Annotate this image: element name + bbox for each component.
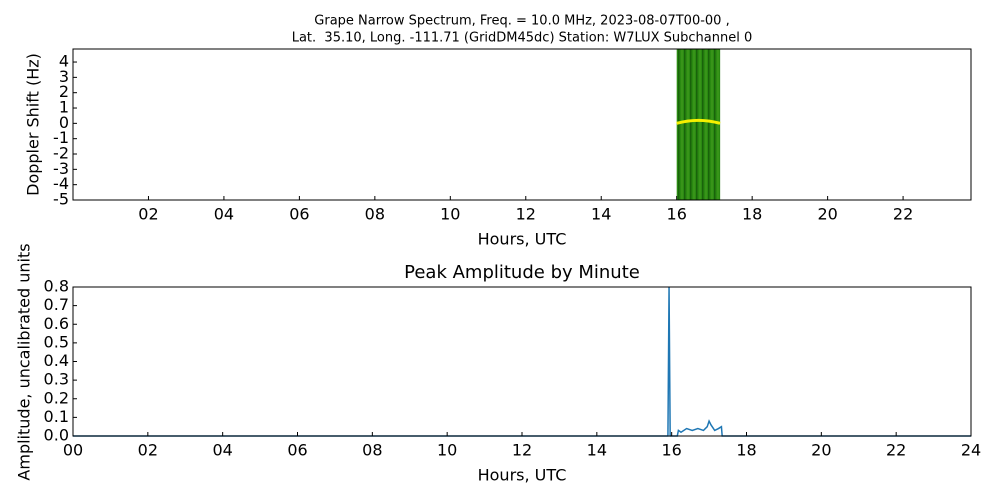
y-tick-label: 1 [59,98,69,117]
x-tick-label: 08 [362,441,382,460]
x-tick-label: 24 [961,441,981,460]
y-tick-label: -5 [53,190,69,209]
x-tick-label: 08 [365,205,385,224]
y-tick-label: 0.0 [44,426,69,445]
y-tick-label: 4 [59,52,69,71]
x-tick-label: 12 [512,441,532,460]
plot-frame [72,48,972,201]
y-tick-label: 0.1 [44,407,69,426]
x-tick-label: 22 [886,441,906,460]
y-tick-label: 3 [59,67,69,86]
x-tick-label: 16 [667,205,687,224]
x-axis-label: Hours, UTC [478,466,567,485]
y-tick-label: 0.7 [44,295,69,314]
x-tick-label: 12 [516,205,536,224]
x-tick-label: 14 [587,441,607,460]
x-tick-label: 02 [138,441,158,460]
x-tick-label: 18 [736,441,756,460]
spectrogram-texture [676,49,721,200]
y-tick-label: 0.6 [44,314,69,333]
x-tick-label: 02 [138,205,158,224]
data-line [73,286,971,437]
x-tick-label: 00 [63,441,83,460]
x-tick-label: 16 [661,441,681,460]
chart-title: Peak Amplitude by Minute [404,262,640,283]
x-tick-label: 20 [817,205,837,224]
x-tick-label: 06 [289,205,309,224]
x-axis-label: Hours, UTC [478,230,567,249]
y-tick-label: 0.5 [44,332,69,351]
x-tick-label: 10 [440,205,460,224]
y-tick-label: 2 [59,82,69,101]
y-tick-label: 0.2 [44,388,69,407]
carrier-trace [676,118,721,125]
x-tick-label: 20 [811,441,831,460]
x-tick-label: 04 [214,205,234,224]
y-tick-label: 0 [59,113,69,132]
x-tick-label: 04 [212,441,232,460]
y-tick-label: 0.4 [44,351,69,370]
chart-title: Lat. 35.10, Long. -111.71 (GridDM45dc) S… [292,31,753,46]
y-tick-label: 0.8 [44,277,69,296]
y-axis-label: Doppler Shift (Hz) [24,53,43,196]
x-tick-label: 18 [742,205,762,224]
chart-title: Grape Narrow Spectrum, Freq. = 10.0 MHz,… [314,14,729,29]
y-tick-label: 0.3 [44,370,69,389]
x-tick-label: 14 [591,205,611,224]
y-tick-label: -2 [53,144,69,163]
x-tick-label: 10 [437,441,457,460]
y-tick-label: -4 [53,174,69,193]
y-tick-label: -3 [53,159,69,178]
plot-frame [72,286,972,437]
y-axis-label: Amplitude, uncalibrated units [15,243,34,480]
x-tick-label: 06 [287,441,307,460]
x-tick-label: 22 [893,205,913,224]
y-tick-label: -1 [53,128,69,147]
